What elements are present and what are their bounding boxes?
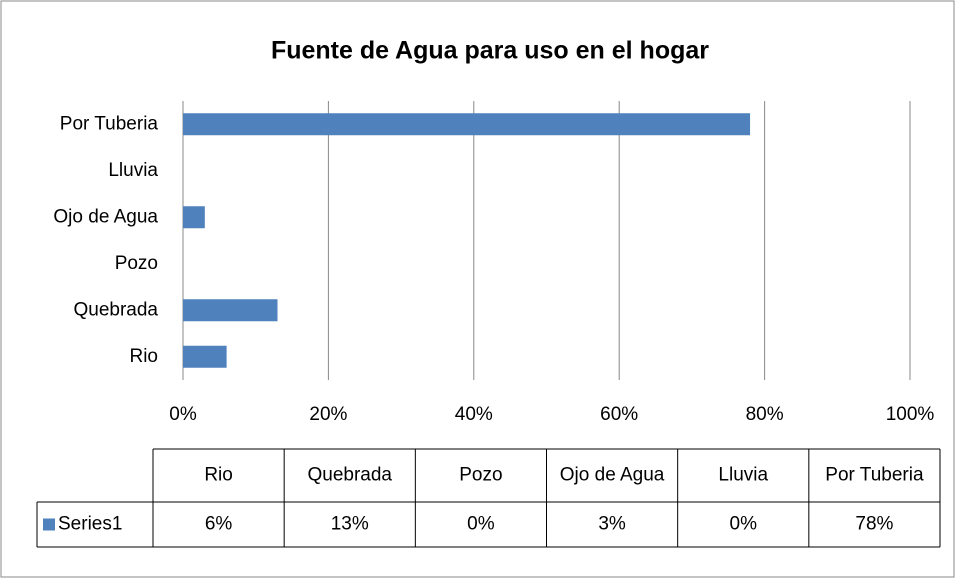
x-tick-label: 40% <box>455 404 493 425</box>
bar <box>183 206 205 229</box>
y-tick-label: Rio <box>129 346 158 367</box>
table-header: Por Tuberia <box>825 465 924 486</box>
y-tick-label: Ojo de Agua <box>53 206 158 227</box>
table-header: Rio <box>204 465 233 486</box>
table-header: Quebrada <box>307 465 392 486</box>
table-value: 3% <box>598 514 626 535</box>
y-tick-label: Por Tuberia <box>60 113 159 134</box>
table-value: 0% <box>467 514 495 535</box>
legend-label: Series1 <box>58 514 122 535</box>
table-value: 0% <box>730 514 758 535</box>
table-header: Pozo <box>459 465 502 486</box>
bar <box>183 113 751 136</box>
x-tick-label: 80% <box>746 404 784 425</box>
x-tick-label: 60% <box>600 404 638 425</box>
table-value: 78% <box>855 514 893 535</box>
legend-key <box>43 518 55 531</box>
x-tick-label: 100% <box>886 404 935 425</box>
table-value: 6% <box>205 514 233 535</box>
x-tick-label: 20% <box>309 404 347 425</box>
table-header: Lluvia <box>718 465 768 486</box>
bar <box>183 345 227 368</box>
y-tick-label: Quebrada <box>73 299 158 320</box>
bar <box>183 299 278 322</box>
table-header: Ojo de Agua <box>560 465 665 486</box>
table-value: 13% <box>331 514 369 535</box>
y-tick-label: Lluvia <box>108 160 158 181</box>
y-tick-label: Pozo <box>115 253 158 274</box>
chart-title: Fuente de Agua para uso en el hogar <box>271 37 709 65</box>
x-tick-label: 0% <box>169 404 197 425</box>
